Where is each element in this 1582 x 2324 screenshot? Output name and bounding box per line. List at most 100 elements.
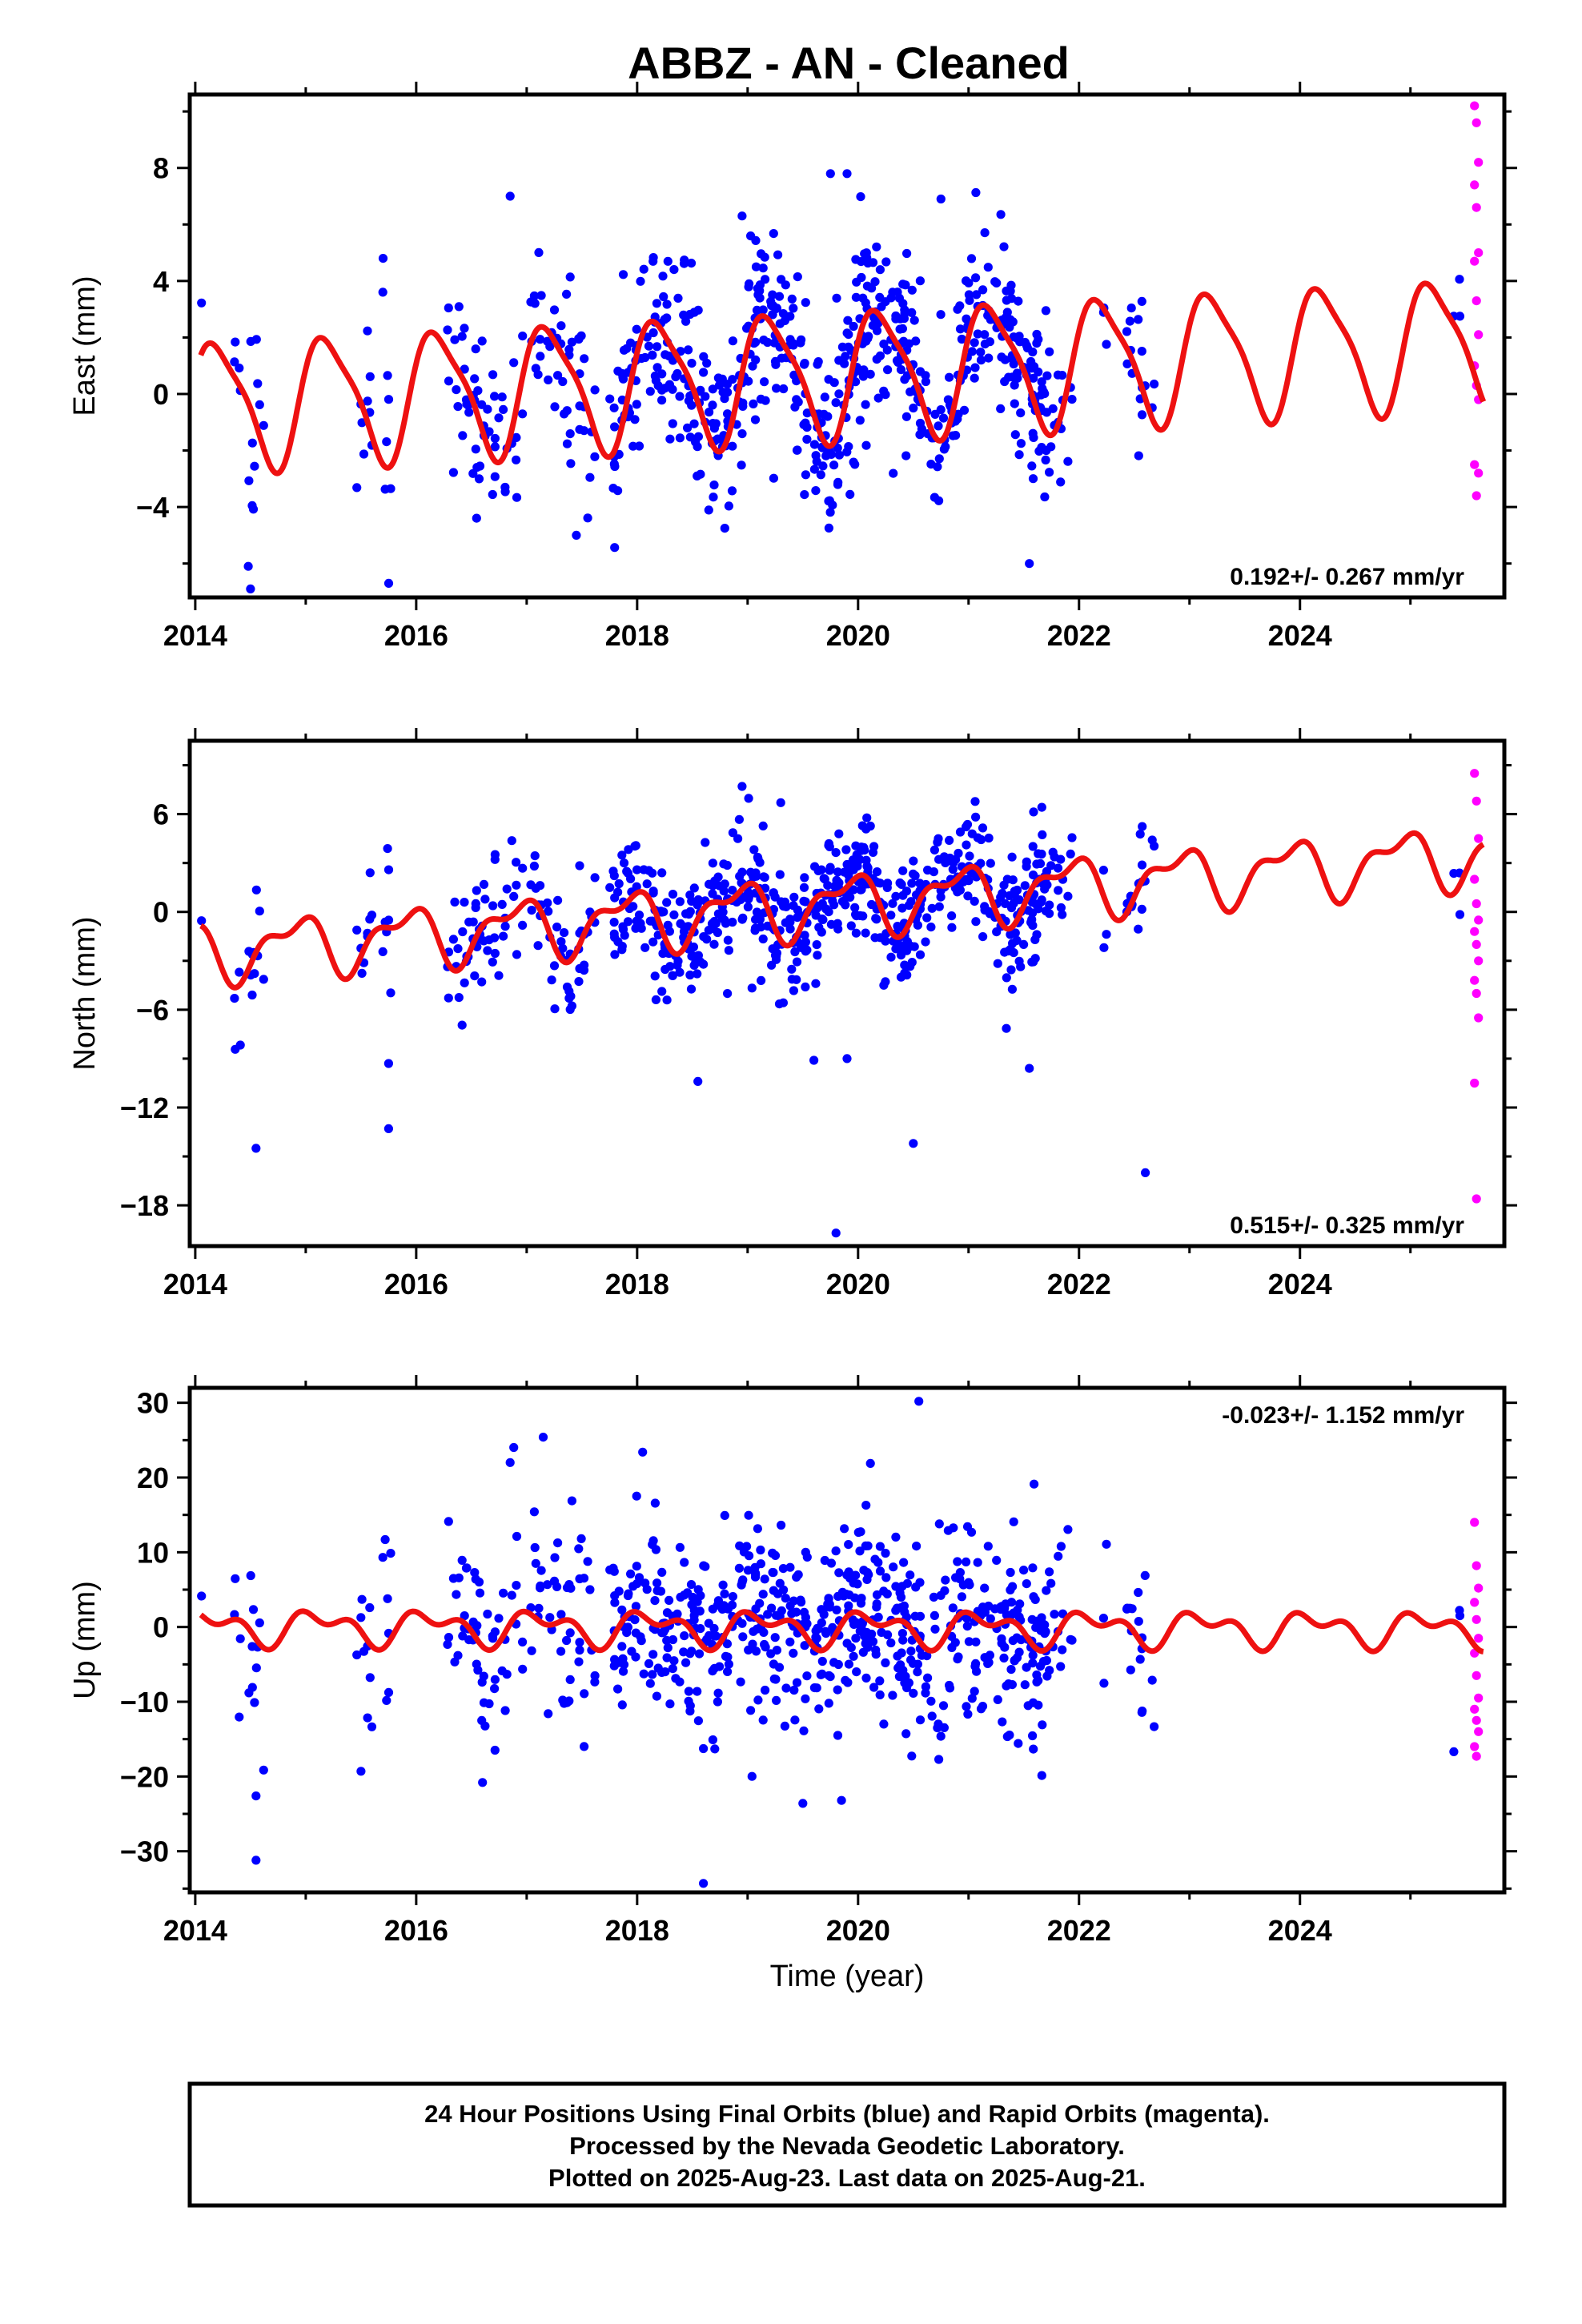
east-rate-label: 0.192+/- 0.267 mm/yr <box>1230 564 1464 590</box>
north-point <box>908 869 918 879</box>
east-point <box>945 372 954 382</box>
up-point <box>970 1687 979 1696</box>
north-point <box>509 891 519 901</box>
up-point <box>825 1672 835 1682</box>
up-point <box>475 1588 485 1598</box>
east-x-tick-label: 2016 <box>384 619 448 652</box>
east-point <box>609 403 619 412</box>
east-point <box>352 483 362 493</box>
up-point <box>556 1610 566 1619</box>
north-point <box>801 982 810 991</box>
up-point <box>626 1569 636 1578</box>
up-x-tick-label: 2014 <box>163 1914 227 1947</box>
north-point <box>930 845 939 854</box>
east-point <box>648 253 658 263</box>
east-point <box>844 330 853 340</box>
north-point <box>820 875 829 884</box>
north-point <box>533 941 543 951</box>
east-point <box>1010 380 1019 390</box>
north-point <box>998 889 1007 899</box>
north-y-tick-label: −6 <box>136 994 169 1027</box>
east-point <box>971 187 981 198</box>
east-point <box>458 431 468 440</box>
up-point <box>648 1670 657 1679</box>
up-point <box>1027 1614 1037 1624</box>
east-point <box>976 348 986 357</box>
north-point <box>1042 866 1051 876</box>
up-point <box>566 1583 576 1593</box>
north-point <box>480 895 490 904</box>
east-point <box>575 401 584 411</box>
east-point <box>1125 316 1134 326</box>
east-point <box>699 368 709 377</box>
east-point <box>831 398 841 408</box>
north-point <box>768 944 777 954</box>
up-point <box>590 1671 600 1681</box>
east-point <box>773 250 783 259</box>
east-point <box>686 259 697 268</box>
up-point <box>461 1563 472 1573</box>
east-point <box>386 484 396 493</box>
up-point <box>1022 1663 1031 1672</box>
east-point <box>579 426 589 436</box>
east-rapid-orbit-points <box>1470 101 1484 501</box>
up-point <box>751 1604 761 1614</box>
north-point <box>490 854 500 864</box>
east-point <box>720 394 729 404</box>
north-point <box>724 946 734 955</box>
north-point <box>870 933 880 943</box>
north-point <box>1027 897 1037 907</box>
up-point <box>801 1694 810 1703</box>
up-point <box>1455 1611 1465 1621</box>
east-point <box>891 311 901 321</box>
east-point <box>477 336 487 346</box>
up-point <box>652 1578 662 1588</box>
east-point <box>834 389 844 399</box>
up-point <box>722 1639 733 1649</box>
north-point <box>781 918 790 927</box>
up-point <box>888 1691 897 1700</box>
up-point <box>763 1610 773 1619</box>
north-point <box>713 909 724 919</box>
east-point <box>499 404 508 414</box>
north-x-tick-label: 2014 <box>163 1268 227 1301</box>
east-point <box>549 305 560 315</box>
east-point <box>753 290 763 300</box>
north-point <box>357 968 367 978</box>
up-point <box>772 1646 782 1655</box>
north-point <box>1058 910 1067 919</box>
east-point <box>774 292 785 301</box>
up-point <box>1009 1517 1018 1526</box>
up-point <box>965 1580 974 1590</box>
up-point <box>735 1541 745 1550</box>
north-point <box>891 891 901 901</box>
north-outlier-point <box>809 1055 819 1065</box>
east-point <box>756 394 766 404</box>
north-point <box>811 979 821 988</box>
up-point <box>617 1700 627 1710</box>
north-rate-label: 0.515+/- 0.325 mm/yr <box>1230 1212 1464 1239</box>
up-point <box>779 1585 789 1594</box>
north-point <box>550 1004 560 1014</box>
up-point <box>938 1701 949 1711</box>
up-outlier-point <box>837 1795 846 1805</box>
north-point <box>685 891 695 900</box>
north-point <box>668 971 677 980</box>
north-point <box>1050 852 1059 862</box>
north-point <box>1007 984 1017 994</box>
up-outlier-point <box>356 1767 366 1776</box>
north-point <box>869 842 879 851</box>
east-point <box>772 304 782 313</box>
east-point <box>970 338 979 348</box>
up-point <box>953 1557 962 1566</box>
up-y-tick-label: −10 <box>120 1686 169 1719</box>
east-point <box>882 345 892 355</box>
east-point <box>457 332 467 341</box>
up-point <box>760 1639 769 1650</box>
up-point <box>872 1599 881 1609</box>
east-point <box>868 320 877 330</box>
east-point <box>760 377 769 387</box>
east-point <box>861 298 870 308</box>
north-rapid-point <box>1470 875 1480 884</box>
up-outlier-point <box>251 1791 261 1801</box>
